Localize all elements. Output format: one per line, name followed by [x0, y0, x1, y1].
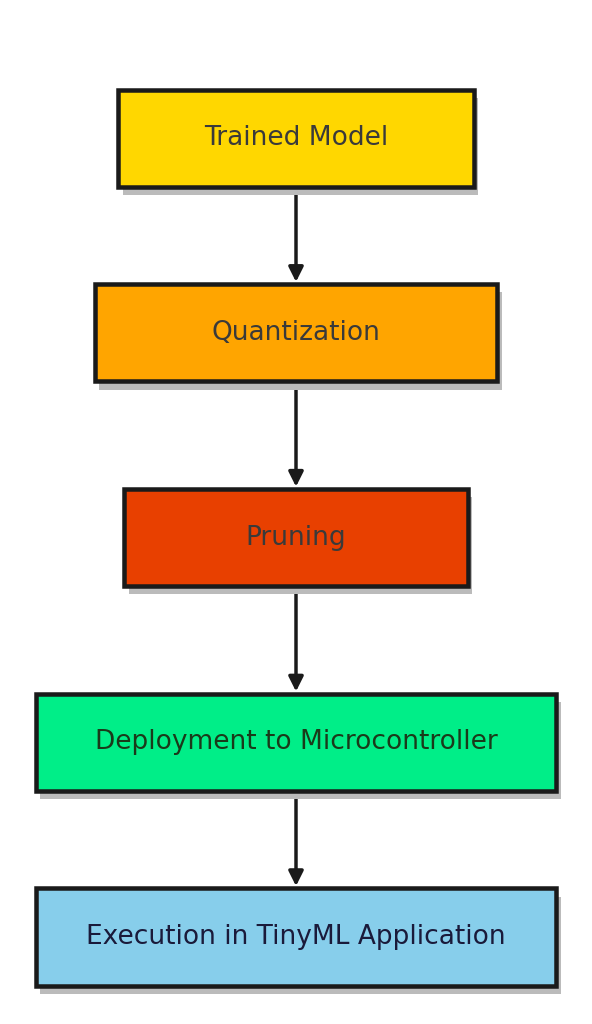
- Text: Deployment to Microcontroller: Deployment to Microcontroller: [95, 729, 497, 756]
- Text: Execution in TinyML Application: Execution in TinyML Application: [86, 924, 506, 950]
- FancyBboxPatch shape: [40, 702, 561, 799]
- FancyBboxPatch shape: [95, 284, 497, 381]
- Text: Pruning: Pruning: [246, 524, 346, 551]
- FancyBboxPatch shape: [123, 98, 478, 195]
- Text: Trained Model: Trained Model: [204, 125, 388, 152]
- FancyBboxPatch shape: [36, 888, 556, 985]
- FancyBboxPatch shape: [99, 293, 502, 389]
- FancyBboxPatch shape: [118, 90, 474, 186]
- Text: Quantization: Quantization: [211, 319, 381, 346]
- FancyBboxPatch shape: [40, 897, 561, 993]
- FancyBboxPatch shape: [36, 694, 556, 791]
- FancyBboxPatch shape: [129, 498, 472, 594]
- FancyBboxPatch shape: [124, 489, 468, 586]
